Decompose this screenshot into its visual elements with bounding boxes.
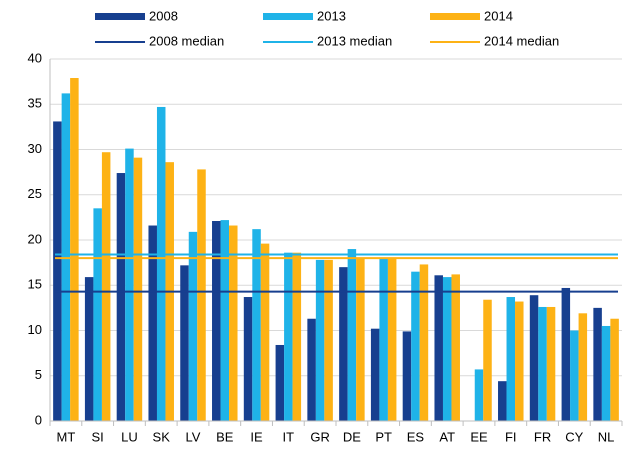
bar xyxy=(538,306,547,421)
y-tick-label: 10 xyxy=(28,322,42,337)
y-tick-label: 40 xyxy=(28,50,42,65)
bar xyxy=(347,249,357,421)
bar xyxy=(483,299,492,421)
x-tick-label: LU xyxy=(121,429,138,444)
bar xyxy=(307,318,316,421)
y-tick-label: 20 xyxy=(28,231,42,246)
x-tick-label: SK xyxy=(153,429,171,444)
bar xyxy=(339,267,348,421)
bar xyxy=(260,243,270,421)
bar xyxy=(53,121,62,421)
bar xyxy=(610,318,619,421)
bar xyxy=(442,277,452,421)
bar xyxy=(379,258,388,421)
bar xyxy=(451,274,460,421)
bar xyxy=(434,275,443,421)
bar xyxy=(601,325,611,421)
bar xyxy=(101,152,111,421)
bar xyxy=(292,252,302,421)
bar xyxy=(197,169,206,421)
x-tick-label: BE xyxy=(216,429,234,444)
x-tick-label: IT xyxy=(283,429,295,444)
bar xyxy=(402,331,412,421)
x-tick-label: SI xyxy=(92,429,104,444)
legend-label: 2013 median xyxy=(317,33,392,48)
legend-swatch xyxy=(430,13,480,20)
bar xyxy=(84,277,94,421)
bar xyxy=(387,258,397,421)
y-tick-label: 30 xyxy=(28,141,42,156)
bar xyxy=(125,148,134,421)
y-tick-label: 0 xyxy=(35,412,42,427)
bar xyxy=(148,225,157,421)
bar xyxy=(578,313,588,421)
bar xyxy=(188,231,198,421)
bar xyxy=(70,78,79,421)
bar xyxy=(212,220,221,421)
y-tick-label: 15 xyxy=(28,277,42,292)
bar xyxy=(243,297,253,421)
bar xyxy=(133,157,143,421)
bar xyxy=(180,265,189,421)
bar xyxy=(284,252,293,421)
bar xyxy=(370,328,380,421)
legend-swatch xyxy=(95,13,145,20)
bar xyxy=(356,258,365,421)
bar xyxy=(411,271,420,421)
legend-label: 2008 xyxy=(149,8,178,23)
x-tick-label: ES xyxy=(407,429,425,444)
bar xyxy=(220,220,230,421)
x-tick-label: AT xyxy=(439,429,455,444)
legend-label: 2008 median xyxy=(149,33,224,48)
x-tick-label: PT xyxy=(375,429,392,444)
bar xyxy=(498,381,507,421)
bar xyxy=(156,106,166,421)
bar xyxy=(324,259,333,421)
x-tick-label: IE xyxy=(250,429,263,444)
bar xyxy=(315,259,325,421)
x-tick-label: DE xyxy=(343,429,361,444)
bar xyxy=(546,306,556,421)
bar xyxy=(252,229,261,421)
bar xyxy=(419,264,429,421)
y-tick-label: 25 xyxy=(28,186,42,201)
bar xyxy=(275,344,285,421)
bar xyxy=(570,330,579,421)
x-tick-label: EE xyxy=(470,429,488,444)
x-tick-label: NL xyxy=(598,429,615,444)
bar xyxy=(561,287,571,421)
x-tick-label: LV xyxy=(186,429,201,444)
legend-label: 2014 median xyxy=(484,33,559,48)
legend-label: 2013 xyxy=(317,8,346,23)
bar xyxy=(506,297,516,421)
bar xyxy=(474,369,484,421)
bar xyxy=(93,208,102,421)
bar xyxy=(529,295,539,421)
legend-swatch xyxy=(263,13,313,20)
x-tick-label: CY xyxy=(565,429,583,444)
x-tick-label: FI xyxy=(505,429,517,444)
x-tick-label: MT xyxy=(56,429,75,444)
x-tick-label: FR xyxy=(534,429,551,444)
bar xyxy=(116,173,126,421)
bar xyxy=(593,307,602,421)
bar xyxy=(515,301,524,421)
y-tick-label: 35 xyxy=(28,96,42,111)
y-tick-label: 5 xyxy=(35,367,42,382)
x-tick-label: GR xyxy=(310,429,330,444)
legend-label: 2014 xyxy=(484,8,513,23)
bar xyxy=(229,225,238,421)
